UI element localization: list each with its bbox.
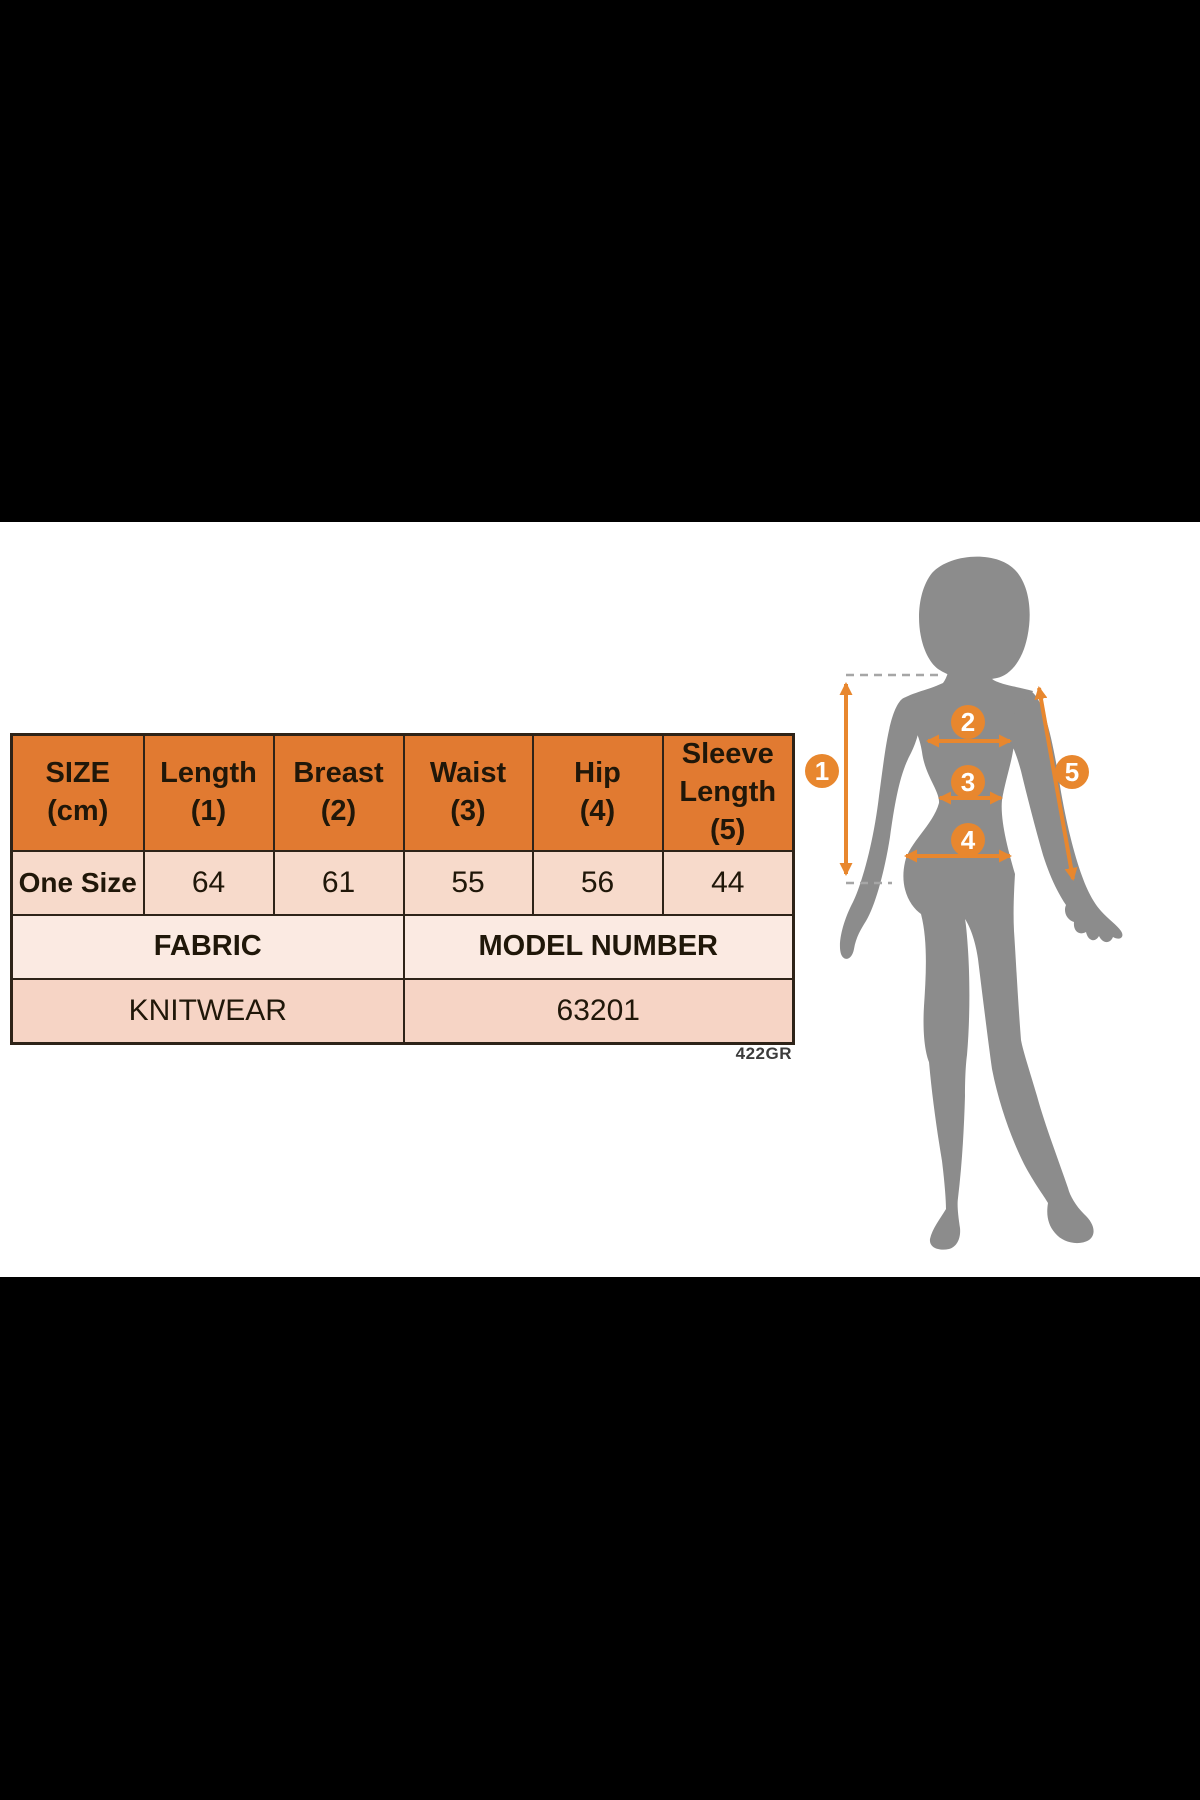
hip-value-cell: 56 [531, 849, 664, 916]
length-value-cell: 64 [142, 849, 275, 916]
svg-text:2: 2 [961, 707, 975, 737]
table-header-row: SIZE (cm) Length (1) Breast (2) Waist (3… [10, 733, 795, 852]
header-cell-sleeve-length: Sleeve Length (5) [661, 733, 795, 852]
svg-text:3: 3 [961, 767, 975, 797]
svg-text:5: 5 [1065, 757, 1079, 787]
model-number-label-cell: MODEL NUMBER [402, 913, 795, 980]
header-cell-waist: Waist (3) [402, 733, 534, 852]
style-code: 422GR [735, 1044, 792, 1063]
measurement-figure: 1 2 3 4 5 [805, 556, 1123, 1250]
table-row: One Size 64 61 55 56 44 [10, 849, 795, 916]
fabric-label-cell: FABRIC [10, 913, 405, 980]
svg-text:1: 1 [815, 756, 829, 786]
measure-badge-1: 1 [805, 754, 839, 788]
female-silhouette [839, 556, 1123, 1250]
table-label-row: FABRIC MODEL NUMBER [10, 913, 795, 980]
size-name-cell: One Size [10, 849, 145, 916]
model-number-value-cell: 63201 [402, 977, 795, 1045]
measure-badge-3: 3 [951, 765, 985, 799]
silhouette-body [900, 654, 1094, 1250]
measure-badges: 1 2 3 4 5 [805, 705, 1089, 857]
header-cell-length: Length (1) [142, 733, 275, 852]
size-table: SIZE (cm) Length (1) Breast (2) Waist (3… [10, 733, 795, 1045]
svg-text:4: 4 [961, 825, 976, 855]
breast-value-cell: 61 [272, 849, 405, 916]
silhouette-left-arm [839, 697, 921, 959]
header-cell-breast: Breast (2) [272, 733, 405, 852]
measure-badge-5: 5 [1055, 755, 1089, 789]
fabric-value-cell: KNITWEAR [10, 977, 405, 1045]
table-value-row: KNITWEAR 63201 [10, 977, 795, 1045]
measure-badge-4: 4 [951, 823, 985, 857]
measure-arrow-sleeve [1034, 686, 1078, 881]
silhouette-head [919, 556, 1030, 680]
measure-badge-2: 2 [951, 705, 985, 739]
sleeve-value-cell: 44 [661, 849, 795, 916]
waist-value-cell: 55 [402, 849, 534, 916]
header-cell-size: SIZE (cm) [10, 733, 145, 852]
header-cell-hip: Hip (4) [531, 733, 664, 852]
